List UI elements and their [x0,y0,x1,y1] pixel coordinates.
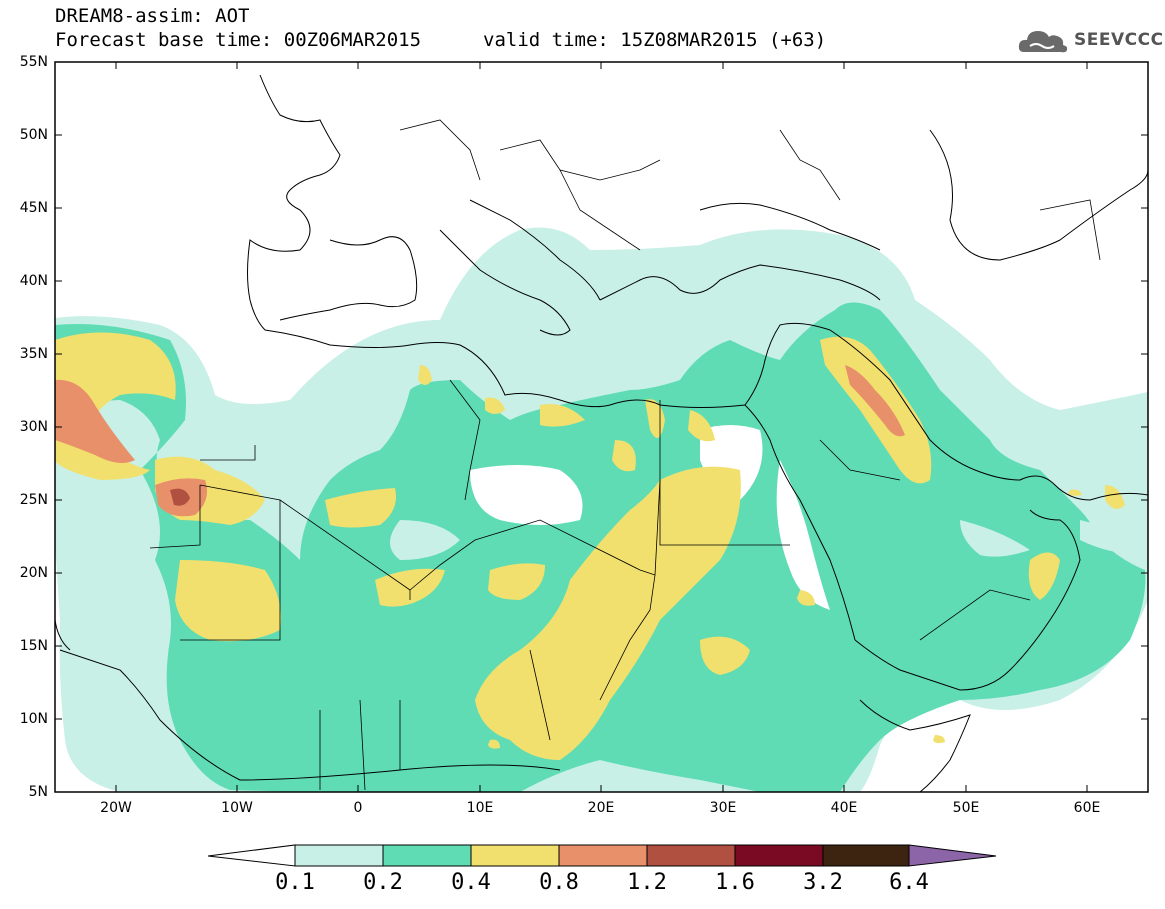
logo-text: SEEVCCC [1074,30,1164,50]
colorbar-label: 0.4 [451,870,491,895]
country-borders [149,119,1101,791]
colorbar-swatch-1 [382,844,472,867]
colorbar-swatch-0 [294,844,384,867]
aot-contours [55,227,1148,792]
colorbar-label: 0.2 [363,870,403,895]
colorbar-high-arrow [908,844,997,867]
cloud-logo-icon [1018,31,1068,53]
lon-label: 20W [100,800,132,816]
lat-label: 10N [19,711,48,727]
colorbar-label: 1.2 [627,870,667,895]
lon-label: 30E [709,800,737,816]
colorbar [207,844,997,867]
forecast-base-time: Forecast base time: 00Z06MAR2015 [55,29,422,51]
colorbar-label: 0.1 [275,870,315,895]
colorbar-label: 3.2 [803,870,843,895]
lat-label: 30N [19,419,48,435]
lat-label: 50N [19,127,48,143]
lon-label: 0 [353,800,363,816]
chart-title: DREAM8-assim: AOT [55,5,250,27]
lon-label: 10E [466,800,494,816]
seevccc-logo: SEEVCCC [1016,22,1163,58]
lat-label: 20N [19,565,48,581]
colorbar-label: 1.6 [715,870,755,895]
axis-ticks [55,61,1148,792]
lat-label: 25N [19,492,48,508]
colorbar-swatch-4 [646,844,736,867]
colorbar-swatch-2 [470,844,560,867]
valid-time: valid time: 15Z08MAR2015 (+63) [483,29,827,51]
lon-label: 40E [830,800,858,816]
lon-label: 20E [587,800,615,816]
lon-label: 10W [221,800,253,816]
lat-label: 45N [19,200,48,216]
colorbar-swatch-5 [734,844,824,867]
lat-label: 15N [19,638,48,654]
aot-level-1.2 [170,488,190,506]
lat-label: 40N [19,273,48,289]
colorbar-swatch-6 [822,844,910,867]
colorbar-label: 6.4 [889,870,929,895]
lat-label: 55N [19,54,48,70]
colorbar-low-arrow [207,844,296,867]
colorbar-swatch-3 [558,844,648,867]
lon-label: 50E [952,800,980,816]
lat-label: 5N [28,784,48,800]
coastlines [55,74,1148,792]
colorbar-label: 0.8 [539,870,579,895]
lon-label: 60E [1073,800,1101,816]
lat-label: 35N [19,346,48,362]
